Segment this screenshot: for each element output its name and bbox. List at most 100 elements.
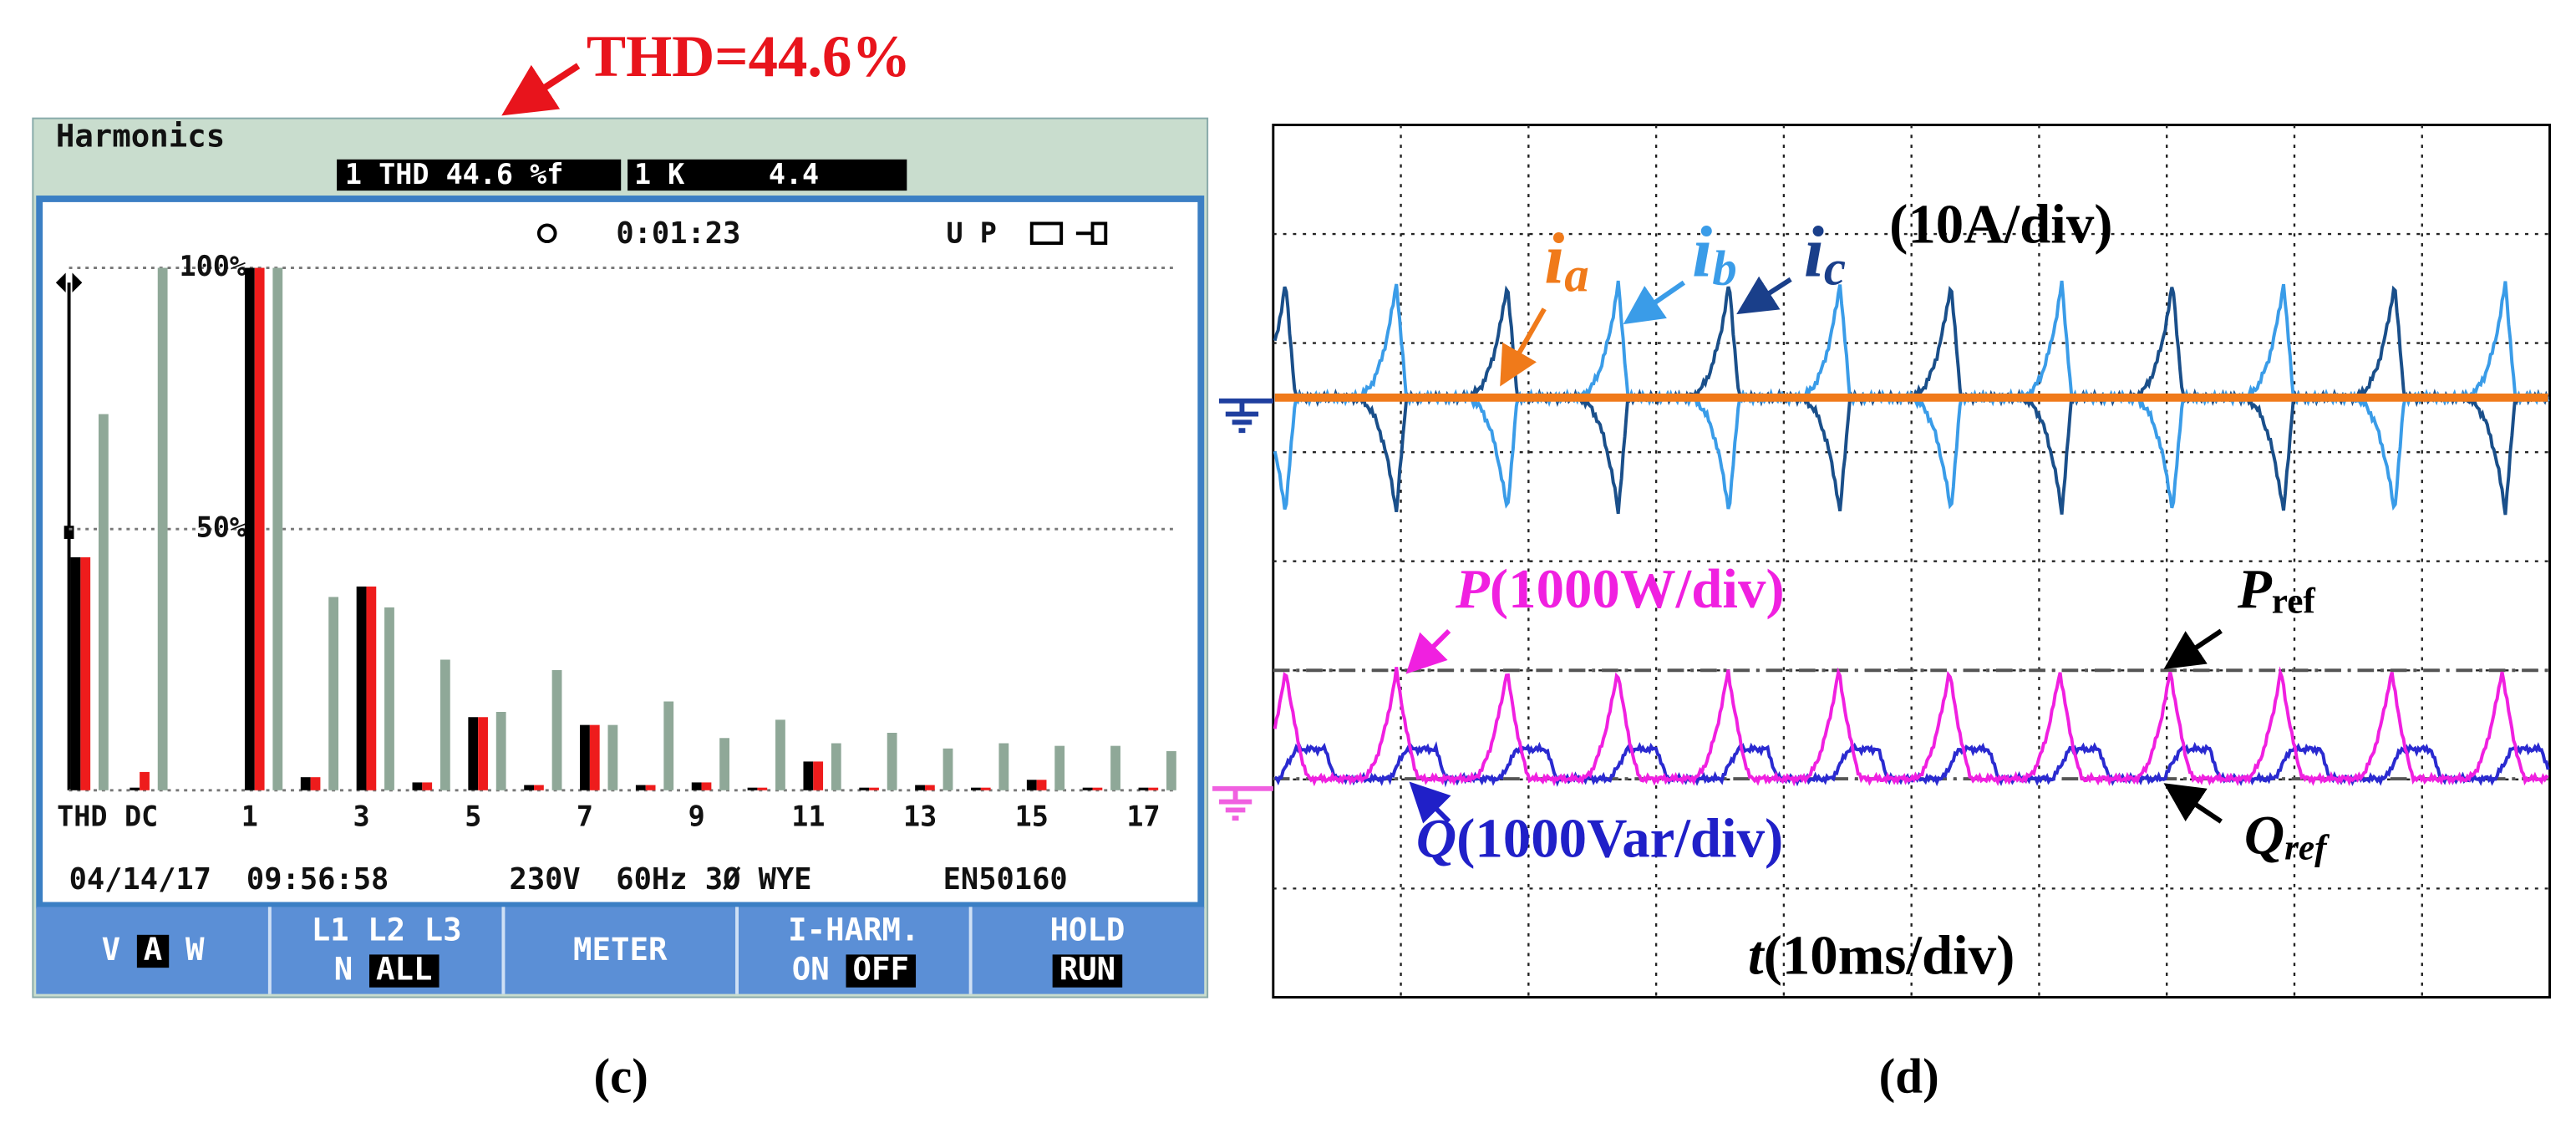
arrow: [1736, 276, 1792, 315]
x-tick-label: 1: [241, 800, 258, 833]
button-label: RUN: [1059, 951, 1115, 988]
current-scale: (10A/div): [1889, 194, 2112, 256]
bar: [551, 669, 562, 790]
selected-highlight: [369, 954, 439, 988]
arrow: [1409, 781, 1451, 824]
button-label: ON: [792, 951, 830, 988]
bar: [775, 719, 785, 790]
cursor-marker: [64, 526, 74, 539]
bar: [98, 414, 109, 790]
selected-highlight: [846, 954, 917, 988]
ib-label: ib: [1692, 212, 1737, 295]
bar: [757, 787, 768, 790]
screen-title: Harmonics: [56, 118, 225, 155]
bar: [1082, 787, 1093, 790]
status-icon: [1029, 221, 1064, 246]
screen: [36, 196, 1205, 909]
annotation: THD=44.6%: [587, 24, 911, 89]
bar: [468, 717, 479, 790]
clock-icon: [536, 223, 557, 244]
plot: 50%100%THD DC 1 3 5 7 9 11 13 15 17: [57, 250, 1176, 833]
bar: [310, 777, 321, 790]
button-bar-bg: [36, 907, 1205, 994]
caption: (d): [1879, 1048, 1939, 1103]
y-tick-label: 50%: [196, 511, 246, 544]
bar: [1036, 780, 1047, 790]
selected-highlight: [136, 934, 170, 968]
k-readout: 1 K 4.4: [634, 158, 819, 191]
q-label: Q(1000Var/div): [1416, 808, 1783, 870]
x-tick-label: 3: [353, 800, 370, 833]
plug-icon: [1075, 221, 1108, 246]
bar: [915, 785, 925, 790]
ic-label: ic: [1804, 212, 1846, 295]
bar: [495, 712, 506, 790]
bar: [813, 761, 824, 790]
readout-box: [627, 159, 907, 191]
button-label: N: [334, 951, 353, 988]
caption: (c): [593, 1048, 648, 1103]
bar: [887, 733, 897, 790]
bar: [663, 701, 674, 790]
x-tick-label: 5: [465, 800, 481, 833]
x-tick-label: DC: [124, 800, 158, 833]
arrow: [2163, 628, 2223, 669]
bar: [580, 724, 590, 790]
arrow: [2163, 783, 2223, 824]
bar: [589, 724, 600, 790]
bar: [998, 743, 1009, 790]
status: U P: [947, 217, 997, 250]
bar: [1166, 750, 1176, 790]
arrow: [1623, 280, 1686, 325]
cursor-arrows: [55, 272, 83, 293]
bar: [412, 782, 423, 790]
bar: [980, 787, 991, 790]
arrow: [1405, 628, 1451, 674]
bar: [645, 785, 656, 790]
bar: [356, 586, 367, 790]
bar: [924, 785, 935, 790]
button-label: W: [185, 931, 205, 968]
bar: [366, 586, 377, 790]
x-tick-label: 9: [688, 800, 705, 833]
button-label: METER: [573, 931, 668, 968]
bar: [130, 787, 140, 790]
x-tick-label: 15: [1015, 800, 1049, 833]
bar: [244, 267, 255, 790]
bar: [719, 738, 729, 790]
bar: [478, 717, 488, 790]
bar: [272, 267, 283, 790]
x-tick-label: 7: [577, 800, 593, 833]
arrow: [1500, 307, 1547, 387]
bar: [691, 782, 702, 790]
x-tick-label: 17: [1126, 800, 1160, 833]
bar: [1054, 745, 1065, 790]
bar: [943, 748, 953, 790]
bar: [157, 267, 168, 790]
analyzer-panel: Harmonics 1 THD 44.6 %f 1 K 4.4 0:01:23 …: [32, 117, 1209, 999]
button-label: I-HARM.: [788, 911, 919, 948]
date: 04/14/17: [69, 862, 211, 897]
bar: [1026, 780, 1037, 790]
bar: [300, 777, 311, 790]
bar: [422, 782, 433, 790]
thd-readout: 1 THD 44.6 %f: [345, 158, 563, 191]
pref-label: Pref: [2237, 558, 2315, 621]
bar: [254, 267, 265, 790]
mains: 230V 60Hz 3Ø WYE: [510, 862, 812, 897]
bar: [80, 556, 91, 790]
bar: [1092, 787, 1103, 790]
button-label: A: [144, 931, 162, 968]
button-label: HOLD: [1049, 911, 1125, 948]
bar: [534, 785, 544, 790]
bar: [140, 771, 150, 790]
x-tick-label: 13: [903, 800, 937, 833]
scope-panel: ia ib ic (10A/div) P(1000W/div) Pref Q(1…: [1212, 124, 2552, 999]
standard: EN50160: [943, 862, 1068, 897]
bar: [869, 787, 879, 790]
bar: [1138, 787, 1149, 790]
bar: [384, 607, 394, 790]
scope-grid: [1273, 124, 2550, 998]
button-label: ALL: [376, 951, 432, 988]
